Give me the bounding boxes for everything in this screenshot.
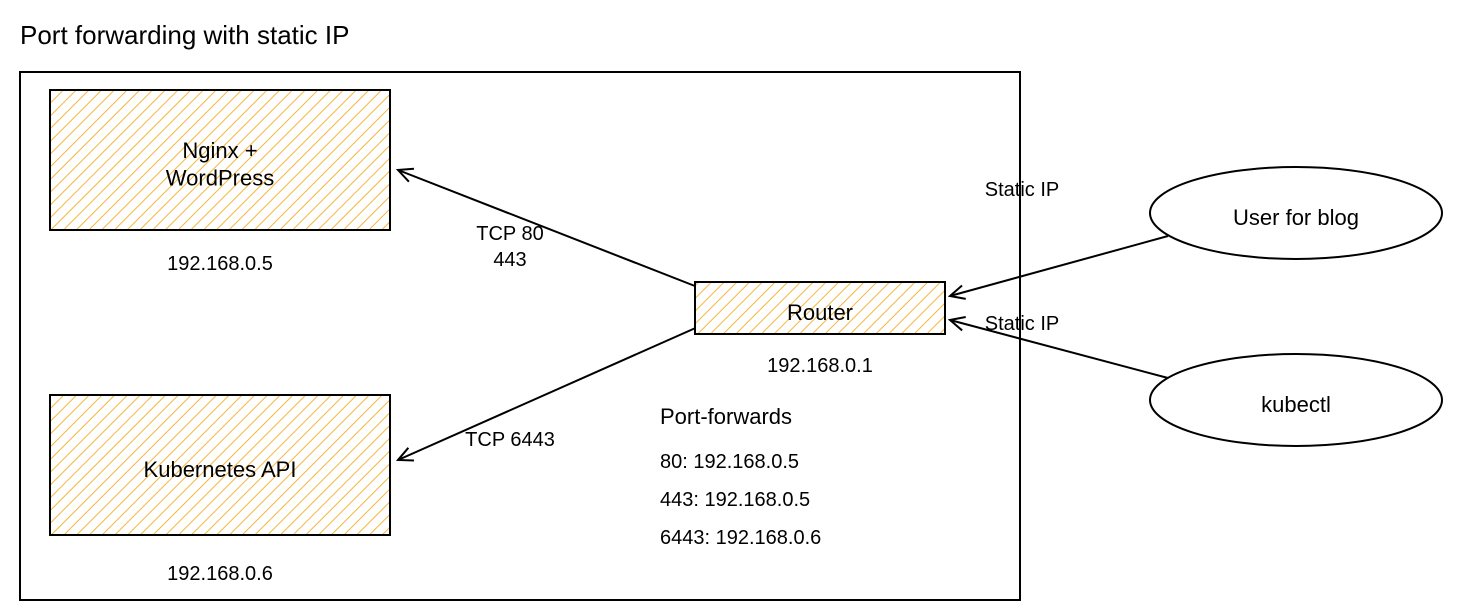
edge-label-router-to-nginx: 443 bbox=[493, 249, 526, 271]
node-ip-k8s: 192.168.0.6 bbox=[167, 563, 273, 585]
node-label-k8s: Kubernetes API bbox=[144, 457, 297, 482]
edge-label-user-to-router: Static IP bbox=[985, 179, 1059, 201]
node-user_blog: User for blog bbox=[1150, 167, 1442, 259]
edge-label-router-to-nginx: TCP 80 bbox=[476, 223, 543, 245]
port-forwards-heading: Port-forwards bbox=[660, 404, 792, 429]
node-label-user_blog: User for blog bbox=[1233, 205, 1359, 230]
diagram-title: Port forwarding with static IP bbox=[20, 20, 349, 50]
node-label-router: Router bbox=[787, 300, 853, 325]
port-forward-line: 6443: 192.168.0.6 bbox=[660, 527, 821, 549]
node-label-nginx: WordPress bbox=[166, 166, 274, 191]
node-ip-nginx: 192.168.0.5 bbox=[167, 253, 273, 275]
port-forward-line: 80: 192.168.0.5 bbox=[660, 451, 799, 473]
diagram-canvas: Port forwarding with static IP Nginx + Wor… bbox=[0, 0, 1462, 615]
node-ip-router: 192.168.0.1 bbox=[767, 355, 873, 377]
edge-label-kubectl-to-router: Static IP bbox=[985, 313, 1059, 335]
node-label-kubectl: kubectl bbox=[1261, 392, 1331, 417]
edge-label-router-to-k8s: TCP 6443 bbox=[465, 429, 555, 451]
node-label-nginx: Nginx + bbox=[182, 138, 257, 163]
port-forward-line: 443: 192.168.0.5 bbox=[660, 489, 810, 511]
node-kubectl: kubectl bbox=[1150, 354, 1442, 446]
